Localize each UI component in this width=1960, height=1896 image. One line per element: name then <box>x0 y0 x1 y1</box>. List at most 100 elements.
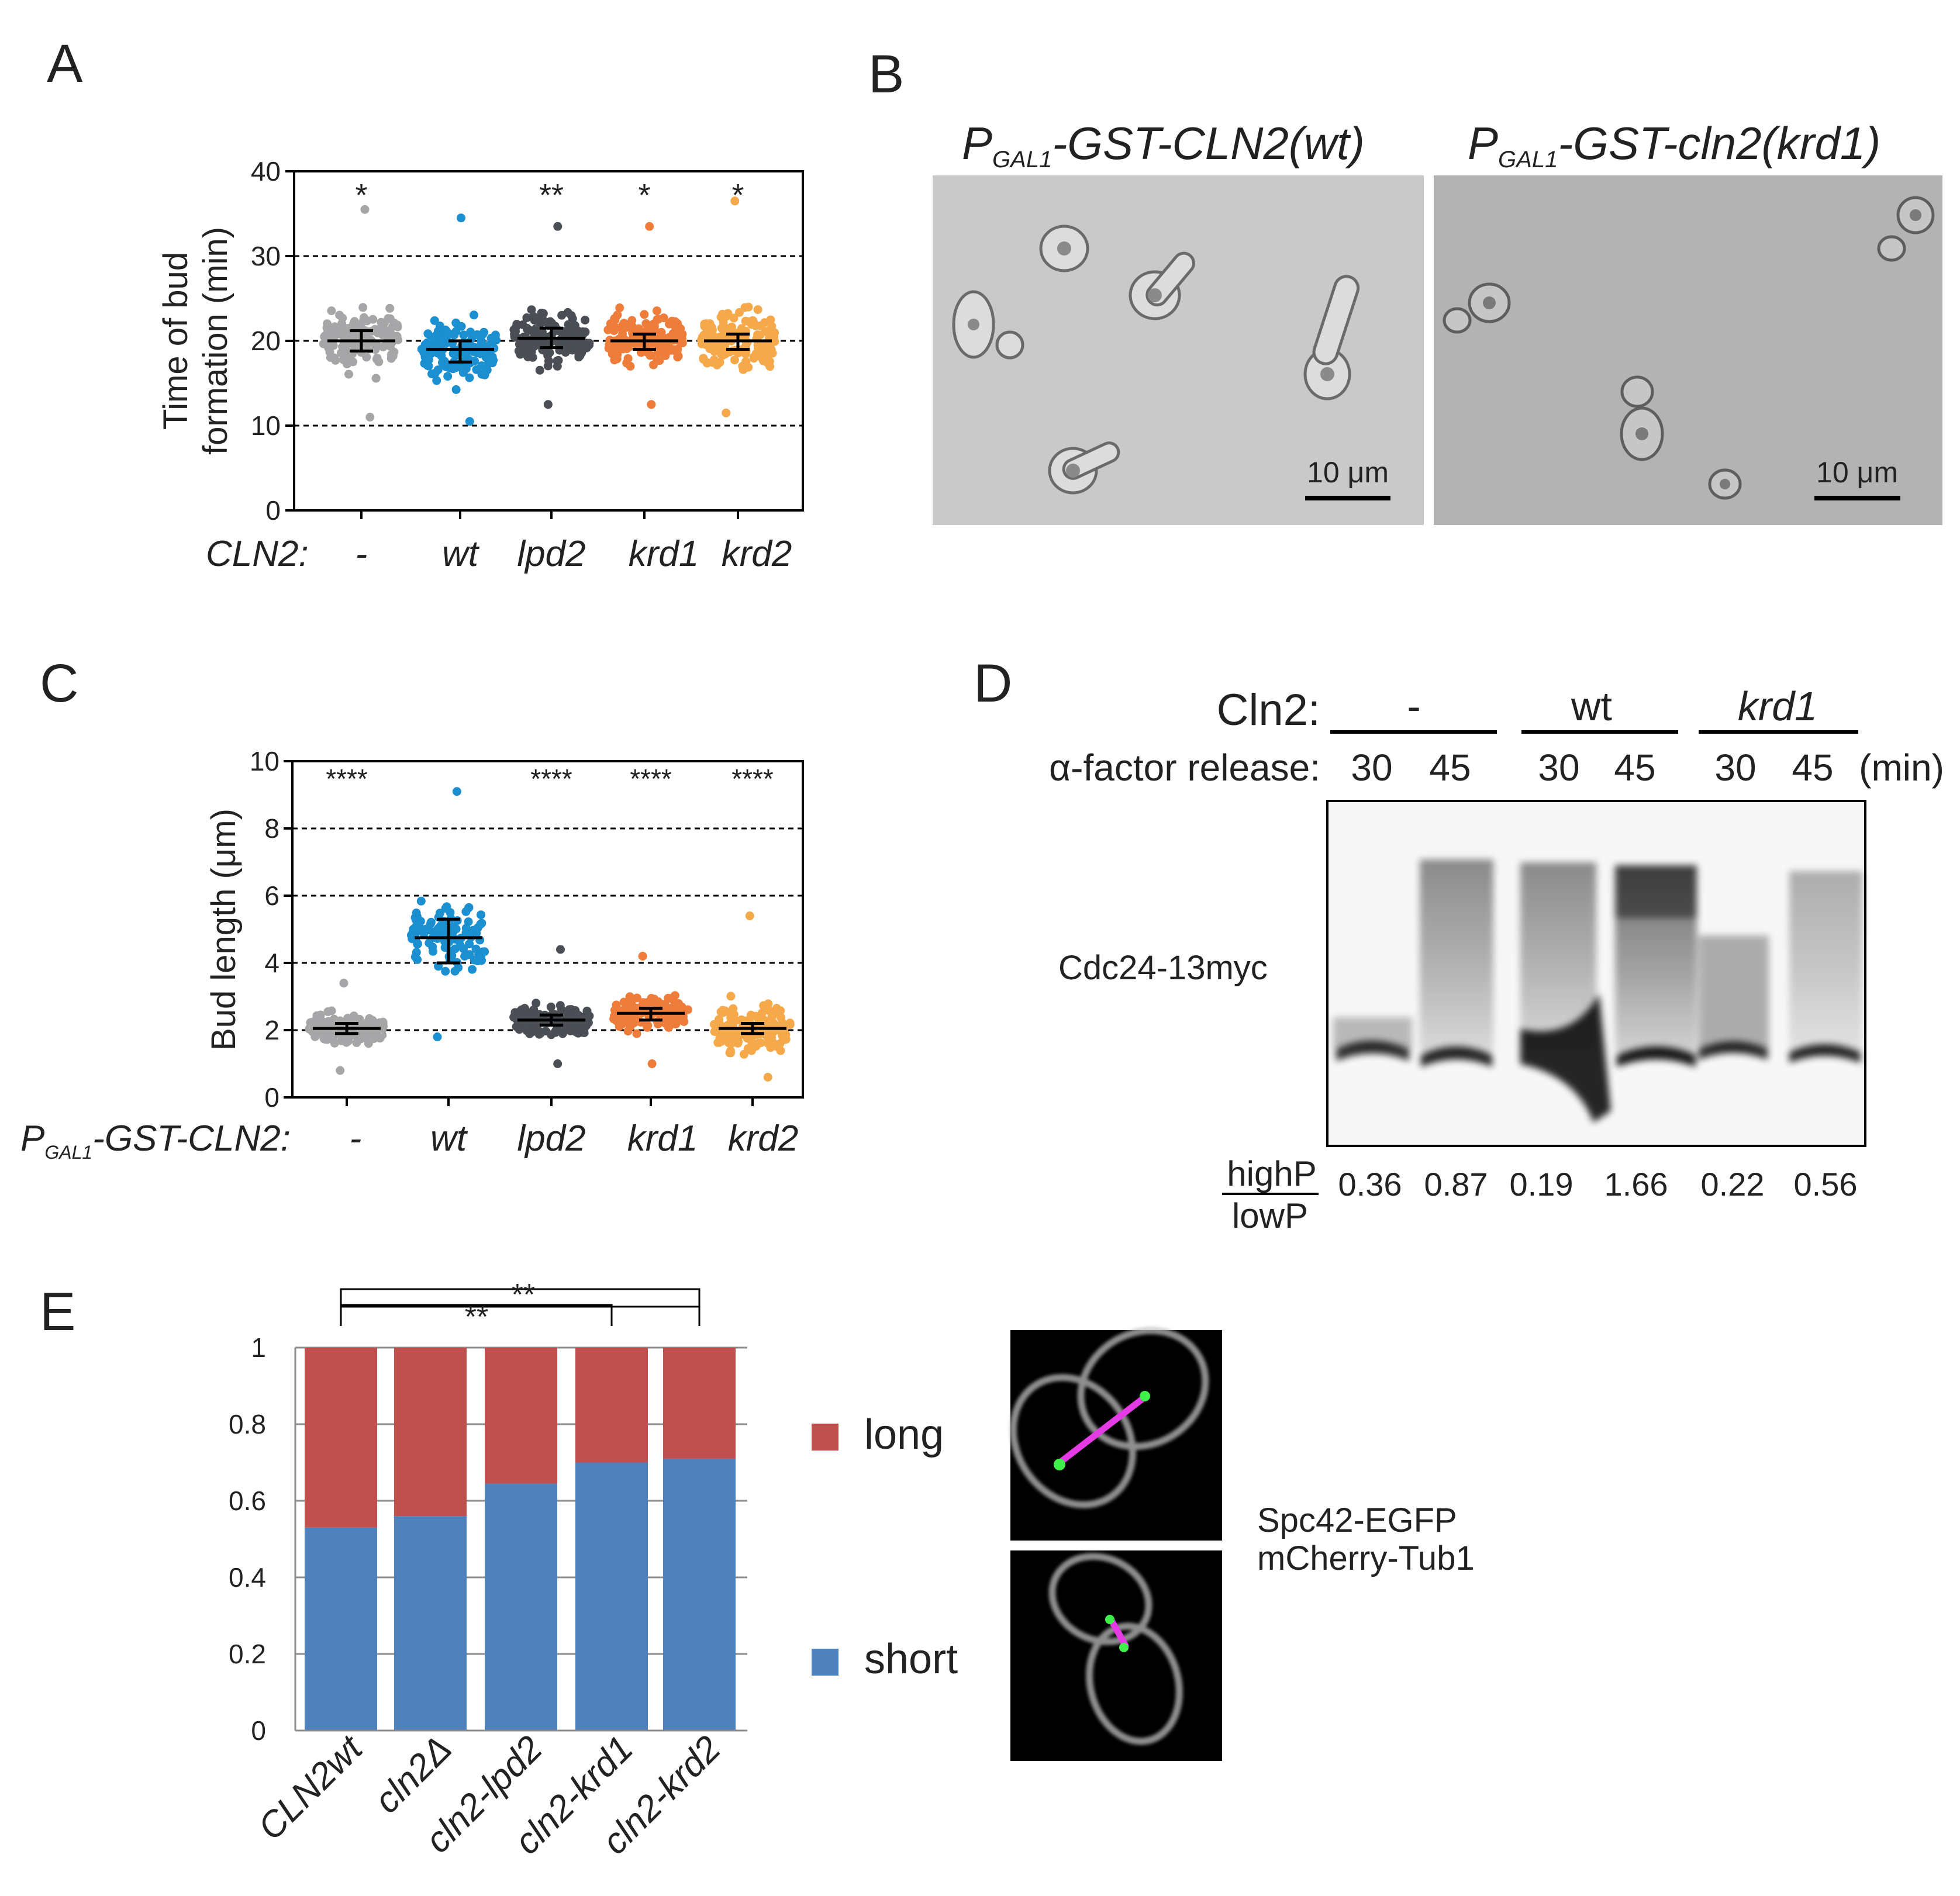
panel-a-dot <box>554 355 563 365</box>
panel-c-y-tick-8: 8 <box>264 813 279 844</box>
panel-a-dot <box>530 326 540 336</box>
panel-a-dot <box>377 323 385 333</box>
panel-a-dot <box>385 303 395 313</box>
panel-c-dots <box>305 787 795 1082</box>
panel-c-dot <box>785 1020 795 1030</box>
panel-c-error-bars <box>313 917 786 1035</box>
panel-c-dot <box>426 917 436 927</box>
panel-a-dot <box>673 353 682 362</box>
panel-a-dot <box>371 374 381 383</box>
panel-c-dot <box>330 1038 339 1048</box>
panel-c-mean-ci <box>313 1022 381 1035</box>
panel-c-dot <box>464 917 473 927</box>
panel-c-dot <box>320 1031 330 1041</box>
panel-letter-e: E <box>40 1282 75 1342</box>
panel-c-dot <box>408 934 417 944</box>
panel-a-dot <box>432 376 441 385</box>
panel-a-dot <box>491 330 500 340</box>
panel-a-dot <box>544 357 553 365</box>
panel-c-dot <box>781 1030 791 1039</box>
panel-a-dot <box>606 319 615 329</box>
panel-c-sig-4: **** <box>630 764 672 794</box>
panel-a-dot <box>652 306 661 316</box>
bar-short <box>663 1458 736 1731</box>
panel-e-legend: long short <box>812 1411 958 1683</box>
panel-a-dot <box>324 343 333 353</box>
panel-a-dot <box>744 317 754 326</box>
panel-c-x-label-3: lpd2 <box>517 1118 585 1159</box>
bar-long <box>394 1348 467 1517</box>
panel-c-dot <box>416 896 426 906</box>
panel-c-dot <box>541 1027 550 1036</box>
panel-c-dot <box>465 940 474 949</box>
scale-bar-left-label: 10 μm <box>1307 456 1389 489</box>
panel-a-x-label-3: lpd2 <box>517 534 585 574</box>
panel-a-dot <box>465 417 474 426</box>
panel-a-dot <box>392 331 402 341</box>
panel-c-dot <box>638 952 647 961</box>
panel-c-dot <box>441 904 450 913</box>
panel-e-sig-krd1: ** <box>465 1300 488 1334</box>
panel-a-dot <box>336 329 345 339</box>
panel-a-y-tick-20: 20 <box>251 326 281 356</box>
panel-c-dot <box>574 1011 583 1020</box>
panel-c-x-label-2: wt <box>430 1118 468 1159</box>
panel-b-right-title: PGAL1-GST-cln2(krd1) <box>1468 118 1880 172</box>
panel-c-dot <box>525 1029 534 1038</box>
panel-a-dot <box>740 303 750 312</box>
panel-a-dot <box>529 312 538 321</box>
panel-a-dot <box>320 332 329 341</box>
panel-a-dot <box>527 305 536 315</box>
panel-a-dot <box>717 323 726 333</box>
panel-a-x-label-4: krd1 <box>629 534 699 574</box>
panel-d-ratio-2: 0.87 <box>1424 1166 1488 1203</box>
panel-a-dot <box>610 355 619 365</box>
panel-a-dot <box>730 196 740 206</box>
panel-letter-d: D <box>974 654 1012 713</box>
panel-c-grid <box>292 827 803 1031</box>
panel-a-dot <box>574 353 584 362</box>
panel-a-dot <box>543 400 553 409</box>
panel-a-dot <box>702 319 710 329</box>
panel-a-dot <box>348 357 357 367</box>
panel-a-dot <box>358 303 368 312</box>
panel-c-dot <box>734 1037 743 1047</box>
micrograph-caption-1: Spc42-EGFP <box>1257 1501 1457 1539</box>
panel-c-mean-ci <box>719 1022 786 1035</box>
panel-c-dot <box>441 966 450 976</box>
panel-a-row-label: CLN2: <box>206 534 309 574</box>
panel-a-mean-ci <box>327 329 395 353</box>
bar-long <box>485 1348 557 1484</box>
western-blot <box>1326 800 1866 1147</box>
panel-c-dot <box>670 991 679 1000</box>
bar-long <box>663 1348 736 1459</box>
panel-c-y-tick-6: 6 <box>264 880 279 911</box>
panel-d-ratio-4: 1.66 <box>1604 1166 1668 1203</box>
legend-short-label: short <box>864 1636 958 1683</box>
panel-a-dot <box>650 319 659 329</box>
panel-a-dot <box>451 385 461 394</box>
panel-a-dot <box>615 303 624 312</box>
panel-d-cln2-label: Cln2: <box>1217 685 1320 735</box>
panel-a-y-label-2: formation (min) <box>196 227 234 455</box>
panel-a-dot <box>335 310 344 320</box>
panel-a-y-tick-10: 10 <box>251 410 281 441</box>
panel-c-dot <box>664 1023 673 1032</box>
panel-a: 0 10 20 30 40 Time of bud formation (min… <box>157 156 804 574</box>
panel-a-sig-4: * <box>638 178 650 213</box>
panel-d-time-3: 30 <box>1538 747 1579 789</box>
panel-d-group-wt: wt <box>1571 683 1612 729</box>
panel-d-time-5: 30 <box>1714 747 1756 789</box>
panel-a-y-tick-0: 0 <box>265 495 281 526</box>
panel-c-row-label: PGAL1-GST-CLN2: <box>20 1118 291 1163</box>
panel-a-dot <box>442 327 451 336</box>
panel-a-y-ticks <box>285 170 294 512</box>
panel-c-mean-ci <box>415 917 482 965</box>
bar-short <box>575 1462 648 1731</box>
panel-a-dot <box>741 340 751 350</box>
panel-c-dot <box>553 1059 563 1068</box>
panel-a-dot <box>346 340 355 350</box>
panel-c-dot <box>478 947 488 956</box>
panel-c-dot <box>772 1008 781 1017</box>
panel-d-ratio-numerator: highP <box>1227 1154 1316 1193</box>
